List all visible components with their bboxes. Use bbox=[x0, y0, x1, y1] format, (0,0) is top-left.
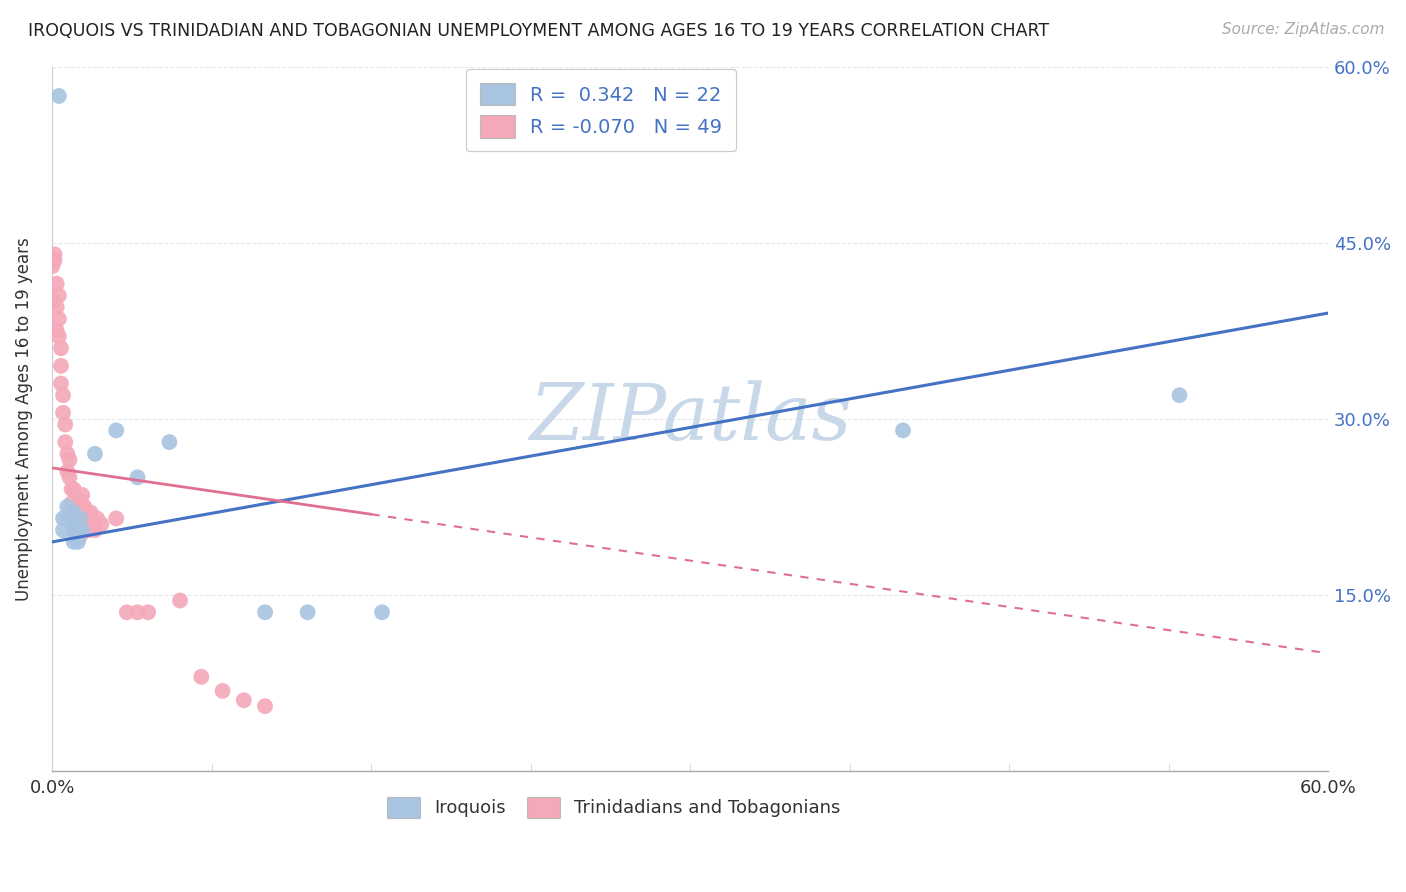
Point bbox=[48, 329, 70, 343]
Point bbox=[62, 523, 84, 537]
Point bbox=[41, 294, 63, 309]
Point bbox=[62, 534, 84, 549]
Point bbox=[127, 470, 149, 484]
Point bbox=[190, 670, 212, 684]
Point bbox=[58, 470, 80, 484]
Point bbox=[48, 89, 70, 103]
Text: Source: ZipAtlas.com: Source: ZipAtlas.com bbox=[1222, 22, 1385, 37]
Point bbox=[105, 423, 128, 437]
Point bbox=[52, 388, 75, 402]
Point bbox=[52, 511, 75, 525]
Point bbox=[69, 493, 91, 508]
Point bbox=[169, 593, 191, 607]
Text: IROQUOIS VS TRINIDADIAN AND TOBAGONIAN UNEMPLOYMENT AMONG AGES 16 TO 19 YEARS CO: IROQUOIS VS TRINIDADIAN AND TOBAGONIAN U… bbox=[28, 22, 1049, 40]
Point bbox=[65, 523, 87, 537]
Point bbox=[80, 506, 103, 520]
Point bbox=[69, 529, 91, 543]
Point bbox=[69, 511, 91, 525]
Point bbox=[254, 605, 277, 619]
Point bbox=[157, 435, 180, 450]
Point bbox=[44, 247, 66, 261]
Point bbox=[48, 312, 70, 326]
Point bbox=[44, 253, 66, 268]
Point bbox=[211, 684, 233, 698]
Point bbox=[56, 465, 79, 479]
Point bbox=[84, 523, 107, 537]
Point bbox=[41, 259, 63, 273]
Point bbox=[58, 452, 80, 467]
Point bbox=[49, 376, 72, 391]
Text: ZIPatlas: ZIPatlas bbox=[529, 381, 852, 457]
Point bbox=[56, 500, 79, 514]
Point bbox=[62, 482, 84, 496]
Point bbox=[891, 423, 914, 437]
Point bbox=[49, 359, 72, 373]
Point bbox=[56, 511, 79, 525]
Y-axis label: Unemployment Among Ages 16 to 19 years: Unemployment Among Ages 16 to 19 years bbox=[15, 236, 32, 600]
Point bbox=[254, 699, 277, 714]
Point bbox=[60, 482, 83, 496]
Point bbox=[84, 447, 107, 461]
Point bbox=[60, 496, 83, 510]
Point bbox=[75, 511, 97, 525]
Point bbox=[66, 511, 89, 525]
Point bbox=[45, 324, 67, 338]
Point bbox=[90, 517, 112, 532]
Point bbox=[45, 300, 67, 314]
Point bbox=[53, 435, 76, 450]
Point bbox=[127, 605, 149, 619]
Point bbox=[66, 534, 89, 549]
Point bbox=[371, 605, 394, 619]
Point bbox=[105, 511, 128, 525]
Point bbox=[48, 288, 70, 302]
Point bbox=[66, 523, 89, 537]
Point bbox=[62, 506, 84, 520]
Point bbox=[70, 488, 93, 502]
Point bbox=[56, 447, 79, 461]
Point bbox=[70, 523, 93, 537]
Point bbox=[136, 605, 159, 619]
Point bbox=[69, 511, 91, 525]
Point bbox=[115, 605, 138, 619]
Legend: Iroquois, Trinidadians and Tobagonians: Iroquois, Trinidadians and Tobagonians bbox=[380, 789, 848, 825]
Point bbox=[52, 523, 75, 537]
Point bbox=[52, 406, 75, 420]
Point bbox=[1168, 388, 1191, 402]
Point bbox=[232, 693, 254, 707]
Point bbox=[66, 523, 89, 537]
Point bbox=[62, 500, 84, 514]
Point bbox=[45, 277, 67, 291]
Point bbox=[53, 417, 76, 432]
Point bbox=[86, 511, 108, 525]
Point bbox=[73, 500, 96, 514]
Point bbox=[49, 341, 72, 355]
Point bbox=[77, 523, 100, 537]
Point bbox=[62, 517, 84, 532]
Point bbox=[65, 511, 87, 525]
Point bbox=[297, 605, 319, 619]
